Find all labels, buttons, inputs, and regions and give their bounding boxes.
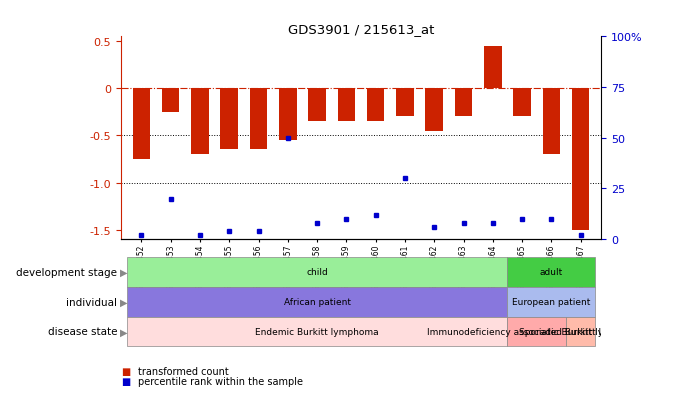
Bar	[249, 89, 267, 150]
Bar	[162, 89, 180, 112]
Bar	[396, 89, 414, 117]
Bar	[126, 317, 507, 347]
Text: disease state: disease state	[48, 327, 117, 337]
Bar	[566, 317, 596, 347]
Bar	[542, 89, 560, 155]
Text: child: child	[306, 268, 328, 277]
Bar	[507, 317, 566, 347]
Text: Endemic Burkitt lymphoma: Endemic Burkitt lymphoma	[255, 327, 379, 336]
Text: Immunodeficiency associated Burkitt lymphoma: Immunodeficiency associated Burkitt lymp…	[427, 327, 647, 336]
Text: percentile rank within the sample: percentile rank within the sample	[138, 376, 303, 386]
Bar	[367, 89, 384, 122]
Text: African patient: African patient	[283, 297, 350, 306]
Bar	[484, 47, 502, 89]
Text: ▶: ▶	[120, 327, 127, 337]
Bar	[133, 89, 150, 159]
Text: ▶: ▶	[120, 297, 127, 307]
Bar	[507, 257, 596, 287]
Bar	[220, 89, 238, 150]
Bar	[126, 257, 507, 287]
Bar	[338, 89, 355, 122]
Bar	[455, 89, 473, 117]
Bar	[308, 89, 326, 122]
Text: ■: ■	[121, 376, 130, 386]
Bar	[426, 89, 443, 131]
Text: Sporadic Burkitt lymphoma: Sporadic Burkitt lymphoma	[519, 327, 643, 336]
Text: transformed count: transformed count	[138, 366, 229, 376]
Text: individual: individual	[66, 297, 117, 307]
Bar	[279, 89, 296, 141]
Bar	[572, 89, 589, 230]
Bar	[191, 89, 209, 155]
Text: European patient: European patient	[512, 297, 591, 306]
Title: GDS3901 / 215613_at: GDS3901 / 215613_at	[288, 23, 434, 36]
Text: development stage: development stage	[17, 267, 117, 277]
Bar	[513, 89, 531, 117]
Text: adult: adult	[540, 268, 563, 277]
Text: ▶: ▶	[120, 267, 127, 277]
Bar	[507, 287, 596, 317]
Bar	[126, 287, 507, 317]
Text: ■: ■	[121, 366, 130, 376]
